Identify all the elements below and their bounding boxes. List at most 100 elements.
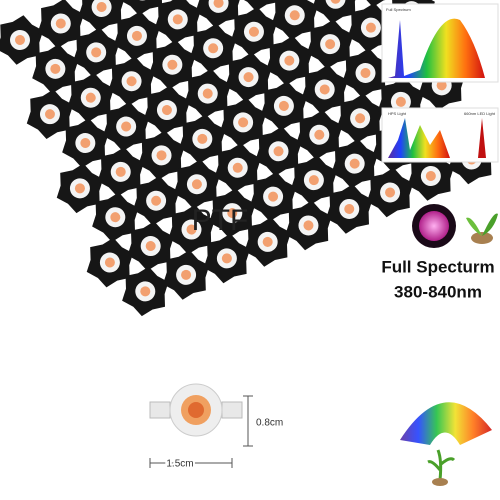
- led-chip: [268, 191, 279, 202]
- led-chip: [208, 43, 219, 54]
- led-board: [255, 126, 302, 177]
- led-board: [296, 109, 343, 160]
- led-chip: [96, 2, 107, 13]
- spectrum-chart: Full Spectrum: [381, 3, 499, 83]
- led-board: [366, 167, 414, 218]
- led-chip: [303, 220, 314, 231]
- led-board: [138, 130, 185, 181]
- led-chip: [243, 72, 254, 83]
- led-board: [331, 138, 378, 189]
- led-board: [266, 35, 313, 86]
- led-chip: [156, 150, 167, 161]
- led-board: [119, 0, 166, 16]
- led-lens: [325, 0, 346, 9]
- led-chip: [172, 14, 183, 25]
- led-board: [225, 52, 272, 102]
- led-board: [271, 0, 318, 41]
- led-board: [132, 175, 180, 226]
- led-chip: [385, 187, 396, 198]
- led-board: [230, 6, 278, 57]
- led-board: [301, 64, 348, 115]
- led-board: [26, 89, 74, 139]
- board: [312, 0, 359, 24]
- led-board: [162, 250, 210, 300]
- led-board: [0, 15, 44, 65]
- led-chip: [151, 195, 162, 206]
- spectrum-curve: [388, 118, 450, 158]
- chart-label: Full Spectrum: [386, 7, 411, 12]
- feature-title: Full Specturm: [381, 257, 494, 276]
- led-chip: [115, 166, 126, 177]
- led-board: [67, 72, 114, 123]
- led-board: [143, 85, 191, 135]
- chart-label: HPS Light: [388, 111, 407, 116]
- led-chip: [202, 88, 213, 99]
- led-chip: [273, 146, 284, 157]
- led-board: [32, 44, 79, 94]
- led-board: [306, 19, 354, 69]
- led-board: [108, 56, 155, 107]
- led-chip: [436, 80, 447, 91]
- height-label: 0.8cm: [256, 418, 283, 429]
- led-chip: [50, 63, 61, 74]
- led-chip: [221, 253, 232, 264]
- led-board: [62, 118, 109, 168]
- led-board: [127, 221, 174, 271]
- led-chip: [284, 55, 295, 66]
- led-chip: [325, 39, 336, 50]
- led-board: [336, 93, 384, 144]
- led-chip: [395, 96, 406, 107]
- led-chip: [167, 59, 178, 70]
- feature-range: 380-840nm: [394, 282, 482, 301]
- led-board: [203, 233, 251, 284]
- led-chip: [262, 236, 273, 247]
- led-chip: [238, 117, 249, 128]
- led-chip: [104, 257, 115, 268]
- led-chip: [191, 179, 202, 190]
- led-chip: [44, 109, 55, 120]
- led-board: [149, 39, 196, 90]
- led-board: [312, 0, 359, 24]
- led-closeup: [149, 383, 243, 437]
- led-board: [184, 68, 231, 119]
- led-board: [173, 159, 221, 210]
- led-chip: [289, 10, 300, 21]
- led-board: [179, 114, 226, 164]
- light-glow: [419, 211, 449, 241]
- led-chip: [278, 100, 289, 111]
- led-chip: [308, 175, 319, 186]
- led-board: [168, 204, 215, 255]
- spectrum-chart: HPS Light 660nm LED Light: [381, 107, 499, 163]
- led-chip: [425, 170, 436, 181]
- led-chip: [131, 30, 142, 41]
- led-board: [78, 0, 125, 32]
- led-board: [249, 171, 297, 222]
- led-chip: [355, 113, 366, 124]
- led-board: [342, 48, 389, 98]
- led-board: [37, 0, 84, 49]
- led-board: [56, 163, 104, 214]
- rainbow-fan: [400, 402, 492, 486]
- led-board: [195, 0, 242, 28]
- led-board: [154, 0, 201, 45]
- led-chip: [55, 18, 66, 29]
- led-chip: [365, 22, 376, 33]
- led-board: [407, 151, 455, 201]
- led-board: [326, 184, 373, 234]
- led-board: [260, 81, 308, 131]
- led-board: [113, 11, 161, 61]
- led-board: [102, 101, 150, 152]
- led-chip: [349, 158, 360, 169]
- led-chip: [110, 212, 121, 223]
- led-chip: [140, 286, 151, 297]
- led-board: [219, 97, 267, 148]
- spectrum-curve: [388, 18, 485, 78]
- led-chip: [15, 35, 25, 45]
- led-chip: [74, 183, 85, 194]
- led-chip: [91, 47, 102, 58]
- led-chip: [145, 241, 156, 252]
- led-board: [86, 237, 134, 288]
- led-board: [189, 23, 237, 74]
